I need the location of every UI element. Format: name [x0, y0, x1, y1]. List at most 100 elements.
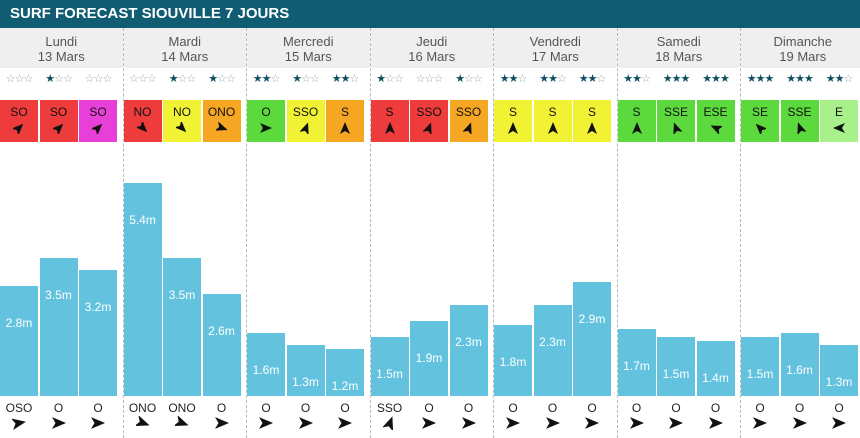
- swell-arrow-icon: [585, 416, 599, 430]
- forecast-slot[interactable]: ★☆☆ NO 3.5m ONO: [163, 28, 201, 438]
- forecast-slot[interactable]: ★☆☆ SO 3.5m O: [39, 28, 78, 438]
- wind-arrow-svg: [587, 122, 597, 134]
- swell-direction-label: O: [794, 401, 805, 415]
- wind-arrow-svg: [673, 122, 683, 136]
- star-icon: ☆: [393, 72, 404, 85]
- wind-indicator: S: [573, 100, 611, 142]
- forecast-slot[interactable]: ☆☆☆ SO 3.2m O: [79, 28, 117, 438]
- wave-height-label: 1.2m: [331, 378, 359, 393]
- star-icon: ★: [803, 72, 814, 85]
- day-name: Jeudi: [416, 34, 448, 49]
- wind-indicator: NO: [163, 100, 201, 142]
- wind-direction-label: NO: [133, 105, 152, 119]
- forecast-slot[interactable]: ☆☆☆ SO 2.8m OSO: [0, 28, 38, 438]
- wave-height-label: 5.4m: [129, 213, 156, 228]
- day-name: Mardi: [168, 34, 201, 49]
- star-icon: ★: [455, 72, 465, 85]
- swell-arrow-icon: [214, 416, 229, 430]
- forecast-slot[interactable]: ★☆☆ ONO 2.6m O: [202, 28, 241, 438]
- swell-arrow-svg: [832, 417, 846, 429]
- rating-stars: ★★☆: [534, 72, 572, 86]
- forecast-slot[interactable]: ★★☆ E 1.3m O: [820, 28, 858, 438]
- star-icon: ☆: [472, 72, 483, 85]
- forecast-slot[interactable]: ★☆☆ SSO 2.3m O: [449, 28, 488, 438]
- forecast-slot[interactable]: ★★☆ S 1.7m O: [617, 28, 656, 438]
- star-icon: ★: [331, 72, 342, 85]
- day-column-samedi: Samedi 18 Mars ★★☆ S 1.7m O ★★★ SSE 1.5m O ★★★ ESE 1…: [617, 28, 741, 438]
- wave-height-label: 3.5m: [45, 288, 72, 303]
- swell-arrow-icon: [832, 416, 846, 430]
- swell-arrow-svg: [381, 416, 393, 432]
- wind-indicator: SSE: [780, 100, 819, 142]
- forecast-slot[interactable]: ★★★ ESE 1.4m O: [696, 28, 735, 438]
- day-date: 14 Mars: [161, 49, 209, 64]
- forecast-slot[interactable]: ★☆☆ S 1.5m SSO: [370, 28, 409, 438]
- swell-direction-label: O: [53, 401, 64, 415]
- day-header: Mardi 14 Mars: [123, 28, 246, 68]
- star-icon: ★: [671, 72, 682, 85]
- forecast-slot[interactable]: ★★★ SSE 1.5m O: [657, 28, 695, 438]
- day-name: Mercredi: [282, 34, 334, 49]
- forecast-slot[interactable]: ☆☆☆ NO 5.4m ONO: [123, 28, 162, 438]
- forecast-slot[interactable]: ★★☆ S 1.8m O: [494, 28, 532, 438]
- rating-stars: ☆☆☆: [0, 72, 38, 86]
- wave-height-label: 1.5m: [376, 366, 403, 381]
- swell-arrow-svg: [422, 417, 436, 429]
- wave-height-bar: [286, 344, 325, 396]
- wind-arrow-svg: [90, 123, 103, 136]
- forecast-slot[interactable]: ★★☆ S 1.2m O: [326, 28, 364, 438]
- wind-direction-label: E: [834, 105, 843, 119]
- star-icon: ★: [45, 72, 55, 85]
- star-icon: ★: [499, 72, 510, 85]
- wind-arrow-icon: [384, 122, 396, 136]
- rating-stars: ★★★: [697, 72, 735, 86]
- wind-arrow-svg: [508, 122, 518, 134]
- forecast-slot[interactable]: ☆☆☆ SSO 1.9m O: [410, 28, 448, 438]
- swell-direction-label: O: [587, 401, 597, 415]
- wind-arrow-icon: [670, 122, 683, 136]
- swell-arrow-icon: [792, 416, 807, 430]
- wind-arrow-icon: [422, 122, 435, 136]
- swell-direction-label: O: [710, 401, 721, 415]
- wind-arrow-svg: [340, 122, 350, 134]
- forecast-slot[interactable]: ★★★ SSE 1.6m O: [780, 28, 819, 438]
- wind-arrow-icon: [461, 122, 475, 136]
- swell-arrow-icon: [298, 416, 313, 430]
- wave-height-bar: [163, 258, 201, 396]
- wind-arrow-icon: [260, 122, 272, 136]
- star-icon: ★: [711, 72, 721, 85]
- star-icon: ☆: [301, 72, 311, 85]
- forecast-slot[interactable]: ★★☆ S 2.3m O: [533, 28, 572, 438]
- rating-stars: ★★☆: [573, 72, 611, 86]
- rating-stars: ☆☆☆: [79, 72, 117, 86]
- star-icon: ★: [548, 72, 558, 85]
- wind-arrow-svg: [422, 122, 432, 136]
- wave-height-label: 1.9m: [415, 351, 443, 366]
- star-icon: ★: [376, 72, 386, 85]
- swell-direction-label: O: [631, 401, 642, 415]
- star-icon: ☆: [146, 72, 157, 85]
- star-icon: ★: [786, 72, 796, 85]
- forecast-slot[interactable]: ★★★ SE 1.5m O: [741, 28, 779, 438]
- swell-arrow-svg: [91, 417, 105, 429]
- rating-stars: ★★★: [741, 72, 779, 86]
- day-header: Dimanche 19 Mars: [741, 28, 860, 68]
- forecast-slot[interactable]: ★☆☆ SSO 1.3m O: [286, 28, 325, 438]
- rating-stars: ★★☆: [247, 72, 285, 86]
- day-header: Jeudi 16 Mars: [370, 28, 493, 68]
- star-icon: ★: [764, 72, 774, 85]
- forecast-slot[interactable]: ★★☆ O 1.6m O: [247, 28, 285, 438]
- wind-arrow-icon: [631, 122, 643, 136]
- wave-height-bar: [370, 336, 409, 396]
- wind-indicator: SSO: [286, 100, 325, 142]
- wave-height-label: 3.2m: [84, 299, 112, 314]
- wave-height-label: 2.8m: [5, 315, 33, 330]
- wind-direction-label: S: [385, 105, 394, 119]
- rating-stars: ★☆☆: [287, 72, 325, 86]
- star-icon: ★: [755, 72, 766, 85]
- swell-arrow-icon: [422, 416, 436, 430]
- swell-arrow-svg: [753, 417, 767, 429]
- forecast-slot[interactable]: ★★☆ S 2.9m O: [573, 28, 611, 438]
- wind-arrow-svg: [833, 123, 845, 133]
- wave-height-bar: [657, 336, 695, 396]
